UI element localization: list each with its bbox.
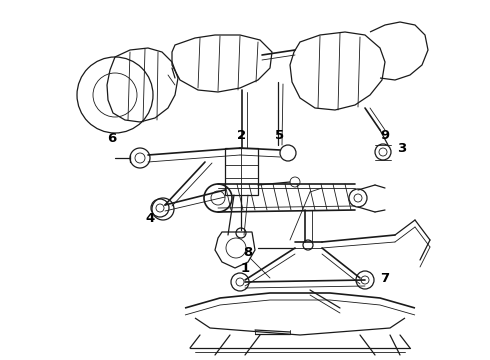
Text: 8: 8 <box>244 246 253 258</box>
Text: 2: 2 <box>238 129 246 141</box>
Text: 3: 3 <box>397 141 407 154</box>
Text: 4: 4 <box>146 212 155 225</box>
Text: 5: 5 <box>275 129 285 141</box>
Text: 6: 6 <box>107 131 117 144</box>
Text: 7: 7 <box>380 271 390 284</box>
Text: 1: 1 <box>241 261 249 274</box>
Text: 9: 9 <box>380 129 390 141</box>
